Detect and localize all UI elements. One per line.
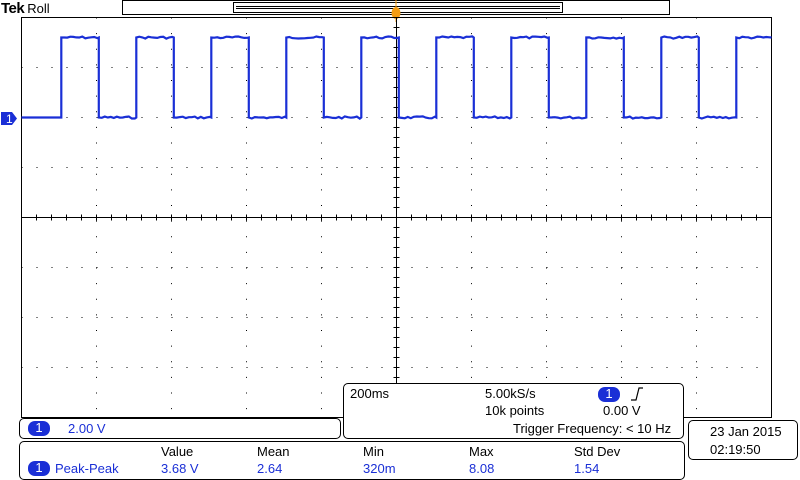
- rising-edge-icon: [631, 387, 643, 401]
- measurement-panel[interactable]: Value Mean Min Max Std Dev 1 Peak-Peak 3…: [19, 441, 685, 480]
- meas-name: Peak-Peak: [55, 461, 119, 476]
- meas-value: 3.68 V: [161, 461, 199, 476]
- trigger-level: 0.00 V: [603, 403, 641, 418]
- meas-header-min: Min: [363, 444, 384, 459]
- meas-header-mean: Mean: [257, 444, 290, 459]
- brand-header: Tek Roll: [1, 0, 50, 17]
- brand-logo: Tek: [1, 0, 25, 17]
- record-length: 10k points: [485, 403, 545, 418]
- timebase-trigger-panel[interactable]: 200ms 5.00kS/s 1 10k points 0.00 V Trigg…: [343, 383, 684, 439]
- sample-rate: 5.00kS/s: [485, 386, 536, 401]
- time: 02:19:50: [710, 442, 761, 457]
- ch1-chip: 1: [28, 421, 50, 436]
- ch1-marker-label: 1: [6, 112, 13, 126]
- datetime-readout: 23 Jan 2015 02:19:50: [688, 420, 798, 460]
- grid-lines: [21, 17, 772, 418]
- meas-max: 8.08: [469, 461, 495, 476]
- horizontal-scale: 200ms: [350, 386, 390, 401]
- ch1-vertical-scale: 2.00 V: [68, 421, 106, 436]
- acquisition-mode: Roll: [27, 1, 50, 16]
- graticule: [21, 17, 772, 418]
- date: 23 Jan 2015: [710, 424, 782, 439]
- trigger-source-chip: 1: [598, 387, 620, 402]
- meas-header-max: Max: [469, 444, 494, 459]
- meas-source-chip: 1: [28, 461, 50, 476]
- trigger-frequency: Trigger Frequency: < 10 Hz: [513, 421, 672, 436]
- ch1-waveform: [21, 35, 772, 120]
- meas-header-stddev: Std Dev: [574, 444, 621, 459]
- meas-min: 320m: [363, 461, 396, 476]
- meas-header-value: Value: [161, 444, 194, 459]
- ch1-scale-readout[interactable]: 1 2.00 V: [19, 418, 341, 439]
- meas-stddev: 1.54: [574, 461, 600, 476]
- ch1-ground-marker-icon[interactable]: 1: [0, 111, 18, 126]
- meas-mean: 2.64: [257, 461, 283, 476]
